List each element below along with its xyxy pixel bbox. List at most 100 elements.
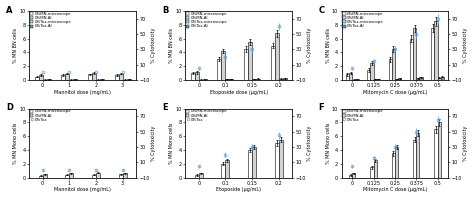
Bar (413, 140, 416, 178)
Bar (226, 79, 229, 80)
Y-axis label: % Cytotoxicity: % Cytotoxicity (151, 28, 156, 63)
Bar (283, 78, 287, 80)
Text: B: B (162, 6, 168, 15)
Bar (46, 79, 51, 80)
Bar (356, 79, 359, 80)
Y-axis label: % MN BN cells: % MN BN cells (326, 28, 330, 63)
Bar (377, 79, 380, 80)
Bar (252, 147, 256, 178)
Bar (221, 51, 226, 80)
Bar (35, 77, 39, 80)
Bar (256, 79, 260, 80)
Bar (275, 143, 279, 178)
Bar (248, 42, 252, 80)
Bar (271, 46, 275, 80)
Bar (395, 79, 398, 80)
X-axis label: Mitomycin C dose (μg/mL): Mitomycin C dose (μg/mL) (363, 188, 427, 192)
X-axis label: Mannitol dose (mg/mL): Mannitol dose (mg/mL) (54, 188, 111, 192)
Text: F: F (318, 103, 324, 112)
X-axis label: Mitomycin C dose (μg/mL): Mitomycin C dose (μg/mL) (363, 90, 427, 95)
Bar (244, 49, 248, 80)
Bar (370, 63, 374, 80)
Bar (413, 28, 416, 80)
Bar (65, 175, 69, 178)
Bar (374, 79, 377, 80)
Bar (39, 75, 43, 80)
Y-axis label: % Cytotoxicity: % Cytotoxicity (151, 126, 156, 161)
Bar (203, 79, 207, 80)
Bar (398, 78, 401, 80)
Bar (416, 78, 419, 80)
Bar (419, 77, 423, 80)
Legend: 0%MN-microscope, 0%MN-AI, 0%Tox-microscope, 0%Tox-AI: 0%MN-microscope, 0%MN-AI, 0%Tox-microsco… (186, 11, 228, 29)
Bar (392, 153, 395, 178)
Y-axis label: % MN BN cells: % MN BN cells (169, 28, 174, 63)
Bar (229, 79, 233, 80)
Legend: 0%MN-microscope, 0%MN-AI, 0%Tox-microscope, 0%Tox-AI: 0%MN-microscope, 0%MN-AI, 0%Tox-microsco… (30, 11, 72, 29)
Bar (226, 160, 229, 178)
Bar (191, 73, 195, 80)
Bar (65, 74, 69, 80)
Bar (275, 33, 279, 80)
Bar (69, 173, 73, 178)
Bar (416, 133, 419, 178)
Bar (88, 74, 92, 80)
Bar (279, 140, 283, 178)
Bar (434, 129, 438, 178)
Bar (248, 150, 252, 178)
Bar (92, 73, 96, 80)
Bar (115, 75, 118, 80)
Bar (39, 175, 43, 178)
Bar (73, 79, 77, 80)
Bar (434, 21, 438, 80)
X-axis label: Etoposide (μg/mL): Etoposide (μg/mL) (216, 188, 261, 192)
Bar (123, 173, 127, 178)
Y-axis label: % Cytotoxicity: % Cytotoxicity (464, 28, 468, 63)
Y-axis label: % Cytotoxicity: % Cytotoxicity (307, 28, 312, 63)
X-axis label: Mannitol dose (mg/mL): Mannitol dose (mg/mL) (54, 90, 111, 95)
Bar (195, 175, 199, 178)
Text: E: E (162, 103, 168, 112)
Bar (346, 74, 349, 80)
Bar (127, 79, 130, 80)
Bar (61, 75, 65, 80)
Legend: 0%MN-microscope, 0%MN-AI, 0%Tox: 0%MN-microscope, 0%MN-AI, 0%Tox (186, 109, 228, 122)
Bar (349, 73, 352, 80)
Text: D: D (6, 103, 13, 112)
Bar (100, 79, 104, 80)
Bar (367, 70, 370, 80)
Bar (252, 79, 256, 80)
Y-axis label: % MN Mono cells: % MN Mono cells (13, 122, 18, 164)
Bar (431, 28, 434, 80)
Text: A: A (6, 6, 12, 15)
Bar (392, 49, 395, 80)
Bar (374, 160, 377, 178)
Bar (221, 164, 226, 178)
Bar (349, 175, 352, 178)
Bar (352, 173, 356, 178)
Text: C: C (318, 6, 324, 15)
X-axis label: Etoposide dose (μg/mL): Etoposide dose (μg/mL) (210, 90, 268, 95)
Bar (118, 74, 123, 80)
Bar (279, 79, 283, 80)
Bar (370, 167, 374, 178)
Bar (438, 123, 441, 178)
Legend: 0%MN-microscope, 0%MN-AI, 0%Tox: 0%MN-microscope, 0%MN-AI, 0%Tox (30, 109, 71, 122)
Bar (441, 77, 444, 80)
Y-axis label: % MN Mono cells: % MN Mono cells (169, 122, 174, 164)
Y-axis label: % MN BN cells: % MN BN cells (13, 28, 18, 63)
Legend: 0%MN-microscope, 0%MN-AI, 0%Tox: 0%MN-microscope, 0%MN-AI, 0%Tox (342, 109, 383, 122)
Y-axis label: % MN Mono cells: % MN Mono cells (326, 122, 330, 164)
Bar (199, 173, 203, 178)
Y-axis label: % Cytotoxicity: % Cytotoxicity (307, 126, 312, 161)
Bar (389, 59, 392, 80)
Legend: 0%MN-microscope, 0%MN-AI, 0%Tox-microscope, 0%Tox-AI: 0%MN-microscope, 0%MN-AI, 0%Tox-microsco… (342, 11, 383, 29)
Bar (218, 59, 221, 80)
Bar (118, 174, 123, 178)
Bar (195, 72, 199, 80)
Bar (43, 174, 46, 178)
Bar (395, 147, 398, 178)
Bar (92, 175, 96, 178)
Bar (438, 78, 441, 80)
Y-axis label: % Cytotoxicity: % Cytotoxicity (464, 126, 468, 161)
